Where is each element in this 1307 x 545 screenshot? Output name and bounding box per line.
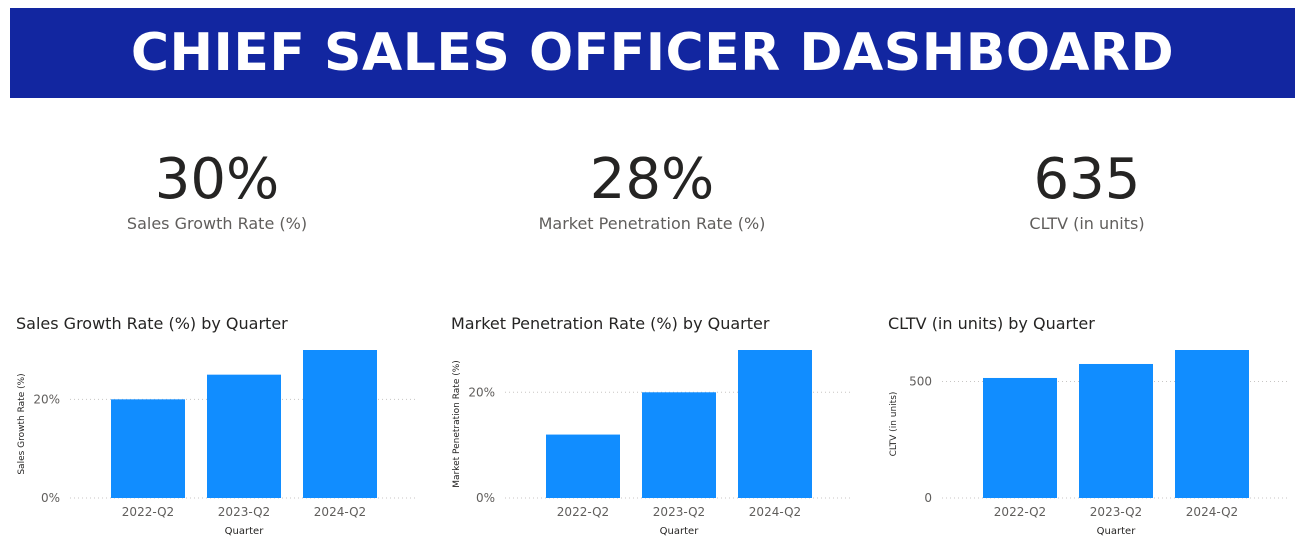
y-axis-title: Sales Growth Rate (%)	[17, 373, 27, 474]
bar[interactable]	[738, 350, 812, 498]
kpi-value: 635	[1033, 147, 1141, 212]
bar[interactable]	[983, 377, 1057, 498]
y-tick-label: 20%	[468, 385, 495, 399]
x-tick-label: 2023-Q2	[1090, 505, 1142, 519]
x-tick-label: 2024-Q2	[1186, 505, 1238, 519]
y-tick-label: 20%	[33, 392, 60, 406]
x-tick-label: 2022-Q2	[122, 505, 174, 519]
y-tick-label: 0%	[41, 491, 60, 505]
kpi-label: CLTV (in units)	[1029, 214, 1145, 233]
chart-panel-market-penetration[interactable]: 0% 20% 2022-Q2 2023-Q2 2024-Q2 Quarter Market …	[445, 308, 865, 543]
y-tick-label: 0%	[476, 491, 495, 505]
y-tick-label: 0	[924, 491, 932, 505]
bar[interactable]	[303, 350, 377, 498]
bar[interactable]	[642, 392, 716, 498]
chart-title: Sales Growth Rate (%) by Quarter	[16, 314, 288, 333]
kpi-card-sales-growth[interactable]: 30% Sales Growth Rate (%)	[7, 147, 427, 234]
kpi-card-market-penetration[interactable]: 28% Market Penetration Rate (%)	[442, 147, 862, 234]
x-axis-title: Quarter	[225, 526, 265, 537]
y-axis-title: Market Penetration Rate (%)	[452, 360, 462, 488]
x-axis-title: Quarter	[1097, 526, 1137, 537]
chart-market-penetration[interactable]: 0% 20% 2022-Q2 2023-Q2 2024-Q2 Quarter Market …	[445, 308, 865, 543]
kpi-card-cltv[interactable]: 635 CLTV (in units)	[877, 147, 1297, 234]
x-tick-label: 2024-Q2	[314, 505, 366, 519]
chart-title: CLTV (in units) by Quarter	[888, 314, 1095, 333]
bar[interactable]	[1079, 363, 1153, 498]
x-tick-label: 2024-Q2	[749, 505, 801, 519]
dashboard-title: CHIEF SALES OFFICER DASHBOARD	[130, 23, 1175, 83]
x-axis-title: Quarter	[660, 526, 700, 537]
chart-title: Market Penetration Rate (%) by Quarter	[451, 314, 770, 333]
chart-cltv[interactable]: 0 500 2022-Q2 2023-Q2 2024-Q2 Quarter CLTV (in…	[882, 308, 1302, 543]
bar[interactable]	[207, 374, 281, 498]
chart-panel-cltv[interactable]: 0 500 2022-Q2 2023-Q2 2024-Q2 Quarter CLTV (in…	[882, 308, 1302, 543]
kpi-label: Market Penetration Rate (%)	[538, 214, 766, 233]
x-tick-label: 2023-Q2	[218, 505, 270, 519]
x-tick-label: 2023-Q2	[653, 505, 705, 519]
kpi-value: 28%	[589, 147, 715, 212]
y-axis-title: CLTV (in units)	[889, 392, 899, 457]
chart-sales-growth[interactable]: 0% 20% 2022-Q2 2023-Q2 2024-Q2 Quarter Sales G…	[10, 308, 430, 543]
bar[interactable]	[546, 434, 620, 498]
kpi-label: Sales Growth Rate (%)	[126, 214, 308, 233]
x-tick-label: 2022-Q2	[557, 505, 609, 519]
x-tick-label: 2022-Q2	[994, 505, 1046, 519]
kpi-value: 30%	[154, 147, 280, 212]
chart-panel-sales-growth[interactable]: 0% 20% 2022-Q2 2023-Q2 2024-Q2 Quarter Sales G…	[10, 308, 430, 543]
y-tick-label: 500	[909, 374, 932, 388]
bar[interactable]	[111, 399, 185, 498]
bar[interactable]	[1175, 350, 1249, 498]
dashboard-banner: CHIEF SALES OFFICER DASHBOARD	[10, 8, 1295, 98]
